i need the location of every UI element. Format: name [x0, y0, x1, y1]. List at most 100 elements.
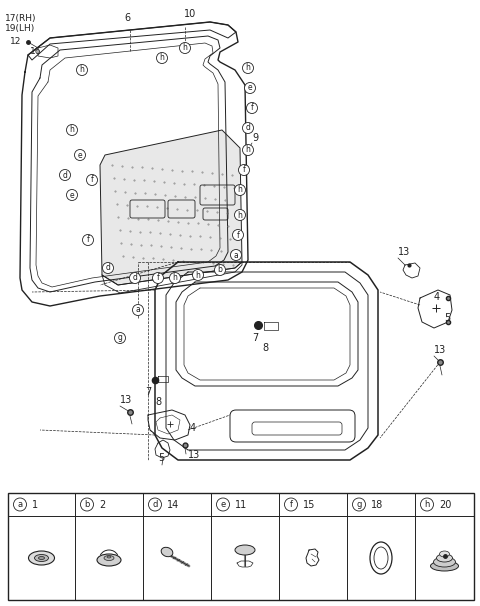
- Text: 7: 7: [252, 333, 258, 343]
- Circle shape: [216, 498, 229, 511]
- Text: h: h: [70, 125, 74, 135]
- Text: e: e: [248, 84, 252, 93]
- Text: h: h: [424, 500, 430, 509]
- Text: e: e: [70, 190, 74, 199]
- Circle shape: [232, 230, 243, 241]
- Circle shape: [76, 64, 87, 76]
- Circle shape: [81, 498, 94, 511]
- Text: 4: 4: [434, 292, 440, 302]
- Polygon shape: [100, 130, 242, 285]
- Text: b: b: [84, 500, 90, 509]
- Text: 13: 13: [434, 345, 446, 355]
- Text: 14: 14: [167, 499, 179, 510]
- Text: 9: 9: [252, 133, 258, 143]
- Text: f: f: [91, 176, 94, 184]
- Circle shape: [242, 144, 253, 156]
- Text: 8: 8: [155, 397, 161, 407]
- Text: 4: 4: [190, 423, 196, 433]
- Text: 7: 7: [145, 387, 151, 397]
- Text: f: f: [251, 104, 253, 113]
- Ellipse shape: [104, 556, 114, 561]
- Circle shape: [242, 62, 253, 73]
- Text: h: h: [182, 44, 187, 53]
- Circle shape: [103, 262, 113, 273]
- Ellipse shape: [97, 554, 121, 566]
- Text: 19(LH): 19(LH): [5, 24, 35, 33]
- Circle shape: [67, 190, 77, 201]
- Circle shape: [169, 273, 180, 284]
- Circle shape: [420, 498, 433, 511]
- Text: f: f: [156, 273, 159, 282]
- Text: h: h: [246, 145, 251, 155]
- Ellipse shape: [431, 561, 458, 571]
- Text: 13: 13: [120, 395, 132, 405]
- Text: 5: 5: [158, 453, 164, 463]
- Text: e: e: [220, 500, 226, 509]
- Text: 16: 16: [30, 47, 41, 56]
- Circle shape: [74, 150, 85, 161]
- Circle shape: [230, 250, 241, 261]
- Text: 10: 10: [184, 9, 196, 19]
- Text: h: h: [238, 210, 242, 219]
- Circle shape: [153, 273, 164, 284]
- Text: g: g: [118, 333, 122, 342]
- Text: h: h: [246, 64, 251, 73]
- Text: a: a: [136, 305, 140, 315]
- Text: 20: 20: [439, 499, 451, 510]
- Circle shape: [192, 270, 204, 281]
- Circle shape: [235, 210, 245, 221]
- Text: d: d: [132, 273, 137, 282]
- Circle shape: [148, 498, 161, 511]
- Text: h: h: [80, 65, 84, 75]
- Text: e: e: [78, 150, 82, 159]
- Text: f: f: [237, 230, 240, 239]
- Circle shape: [83, 235, 94, 245]
- Text: 2: 2: [99, 499, 105, 510]
- Circle shape: [247, 102, 257, 113]
- Text: d: d: [152, 500, 158, 509]
- Circle shape: [242, 122, 253, 133]
- Text: d: d: [106, 264, 110, 273]
- Ellipse shape: [161, 547, 173, 557]
- Text: g: g: [356, 500, 362, 509]
- Text: 11: 11: [235, 499, 247, 510]
- Ellipse shape: [35, 554, 48, 562]
- Text: h: h: [195, 270, 201, 279]
- Text: d: d: [62, 170, 67, 179]
- Ellipse shape: [235, 545, 255, 555]
- Text: 17(RH): 17(RH): [5, 13, 36, 22]
- Circle shape: [285, 498, 298, 511]
- Text: h: h: [173, 273, 178, 282]
- Circle shape: [60, 170, 71, 181]
- Text: h: h: [159, 53, 165, 62]
- Text: 6: 6: [124, 13, 130, 23]
- Text: 5: 5: [444, 313, 450, 323]
- Circle shape: [86, 175, 97, 185]
- Text: 15: 15: [303, 499, 315, 510]
- Text: f: f: [242, 165, 245, 175]
- Text: 1: 1: [32, 499, 38, 510]
- Ellipse shape: [38, 556, 45, 559]
- Circle shape: [156, 53, 168, 64]
- Circle shape: [13, 498, 26, 511]
- Text: 18: 18: [371, 499, 383, 510]
- Text: a: a: [234, 250, 239, 259]
- Text: 12: 12: [10, 38, 22, 47]
- Text: 13: 13: [398, 247, 410, 257]
- Text: f: f: [86, 236, 89, 244]
- Text: b: b: [217, 265, 222, 275]
- Circle shape: [352, 498, 365, 511]
- Circle shape: [180, 42, 191, 53]
- Circle shape: [244, 82, 255, 93]
- Text: 8: 8: [262, 343, 268, 353]
- Ellipse shape: [433, 557, 456, 567]
- Circle shape: [215, 264, 226, 276]
- Text: f: f: [289, 500, 292, 509]
- Circle shape: [67, 124, 77, 136]
- Ellipse shape: [107, 556, 111, 558]
- Text: d: d: [246, 124, 251, 133]
- Ellipse shape: [436, 554, 453, 562]
- Ellipse shape: [28, 551, 55, 565]
- Circle shape: [235, 184, 245, 196]
- Text: h: h: [238, 185, 242, 195]
